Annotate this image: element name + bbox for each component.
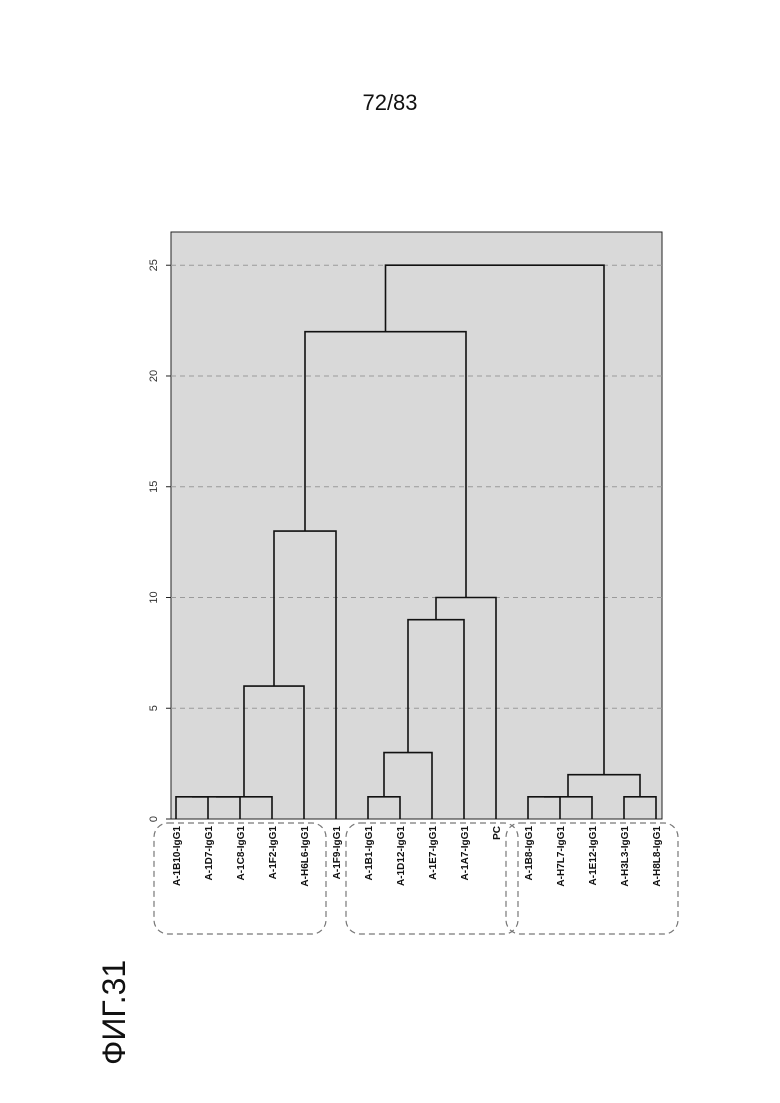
leaf-label-3: A-1C8-IgG1 [236, 826, 247, 881]
leaf-label-16: A-H8L8-IgG1 [652, 826, 663, 887]
y-tick-label-15: 15 [148, 481, 160, 493]
leaf-label-14: A-1E12-IgG1 [588, 826, 599, 886]
y-tick-label-0: 0 [148, 816, 160, 822]
leaf-label-15: A-H3L3-IgG1 [620, 826, 631, 887]
leaf-label-7: A-1B1-IgG1 [364, 826, 375, 881]
y-tick-label-25: 25 [148, 259, 160, 271]
leaf-label-10: A-1A7-IgG1 [460, 826, 471, 881]
y-tick-label-5: 5 [148, 705, 160, 711]
plot-background [170, 231, 663, 820]
leaf-label-6: A-1F9-IgG1 [332, 826, 343, 880]
dendrogram-link-m15 [384, 264, 605, 775]
leaf-label-13: A-H7L7-IgG1 [556, 826, 567, 887]
leaf-label-4: A-1F2-IgG1 [268, 826, 279, 880]
y-tick-label-20: 20 [148, 370, 160, 382]
leaf-label-9: A-1E7-IgG1 [428, 826, 439, 880]
leaf-label-8: A-1D12-IgG1 [396, 826, 407, 886]
cluster-box-2 [345, 822, 519, 935]
leaf-label-2: A-1D7-IgG1 [204, 826, 215, 881]
dendrogram-link-m12 [544, 796, 593, 819]
leaf-label-11: PC [492, 826, 503, 840]
figure-label: ФИГ.31 [96, 959, 132, 1065]
page-number: 72/83 [362, 90, 418, 115]
leaf-label-12: A-1B8-IgG1 [524, 826, 535, 881]
cluster-box-1 [153, 822, 327, 935]
cluster-box-3 [505, 822, 679, 935]
leaf-label-1: A-1B10-IgG1 [172, 826, 183, 886]
y-tick-label-10: 10 [148, 591, 160, 603]
leaf-label-5: A-H6L6-IgG1 [300, 826, 311, 887]
dendrogram-link-m3 [216, 796, 273, 819]
